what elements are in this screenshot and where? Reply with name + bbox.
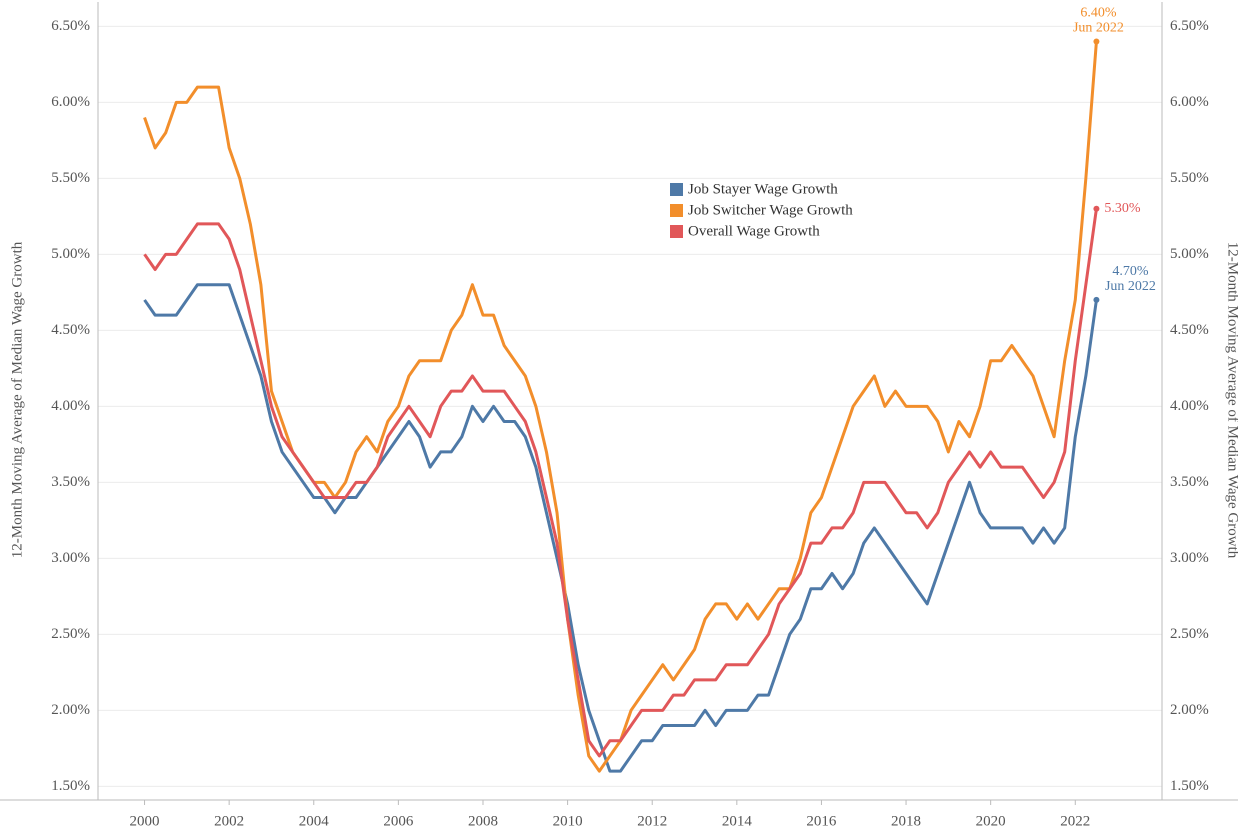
end-point (1093, 296, 1100, 303)
y2-tick-label: 2.50% (1170, 626, 1209, 642)
x-tick-label: 2008 (468, 813, 498, 829)
y2-tick-label: 4.00% (1170, 398, 1209, 414)
x-tick-label: 2022 (1060, 813, 1090, 829)
end-label: 4.70% (1112, 264, 1149, 279)
series-line (143, 208, 1098, 758)
legend-swatch (670, 225, 683, 238)
y2-tick-label: 4.50% (1170, 322, 1209, 338)
legend-label: Overall Wage Growth (688, 223, 820, 239)
x-tick-label: 2016 (806, 813, 837, 829)
y2-tick-label: 3.50% (1170, 474, 1209, 490)
legend-label: Job Stayer Wage Growth (688, 181, 838, 197)
x-tick-label: 2020 (976, 813, 1006, 829)
y-tick-label: 3.50% (51, 474, 90, 490)
legend-swatch (670, 204, 683, 217)
y-axis-label: 12-Month Moving Average of Median Wage G… (9, 241, 25, 558)
y2-tick-label: 2.00% (1170, 702, 1209, 718)
x-tick-label: 2012 (637, 813, 667, 829)
legend-label: Job Switcher Wage Growth (688, 202, 853, 218)
end-label: 6.40% (1080, 6, 1117, 21)
x-tick-label: 2000 (130, 813, 160, 829)
x-tick-label: 2014 (722, 813, 753, 829)
x-tick-label: 2006 (383, 813, 414, 829)
y2-tick-label: 5.00% (1170, 246, 1209, 262)
x-tick-label: 2004 (299, 813, 330, 829)
x-tick-label: 2018 (891, 813, 921, 829)
y-tick-label: 2.50% (51, 626, 90, 642)
y2-tick-label: 3.00% (1170, 550, 1209, 566)
legend-swatch (670, 183, 683, 196)
y-tick-label: 1.50% (51, 778, 90, 794)
y2-tick-label: 5.50% (1170, 170, 1209, 186)
y2-tick-label: 1.50% (1170, 778, 1209, 794)
y-tick-label: 6.00% (51, 94, 90, 110)
x-tick-label: 2002 (214, 813, 244, 829)
end-date: Jun 2022 (1105, 279, 1156, 294)
x-tick-label: 2010 (553, 813, 583, 829)
end-point (1093, 38, 1100, 45)
y-tick-label: 6.50% (51, 18, 90, 34)
y-tick-label: 4.50% (51, 322, 90, 338)
y-tick-label: 3.00% (51, 550, 90, 566)
series-line (143, 283, 1098, 773)
y-tick-label: 2.00% (51, 702, 90, 718)
y2-axis-label: 12-Month Moving Average of Median Wage G… (1225, 242, 1238, 559)
y-tick-label: 5.00% (51, 246, 90, 262)
end-date: Jun 2022 (1073, 21, 1124, 36)
y2-tick-label: 6.00% (1170, 94, 1209, 110)
end-label: 5.30% (1104, 201, 1141, 216)
y-tick-label: 4.00% (51, 398, 90, 414)
y2-tick-label: 6.50% (1170, 18, 1209, 34)
end-point (1093, 205, 1100, 212)
y-tick-label: 5.50% (51, 170, 90, 186)
